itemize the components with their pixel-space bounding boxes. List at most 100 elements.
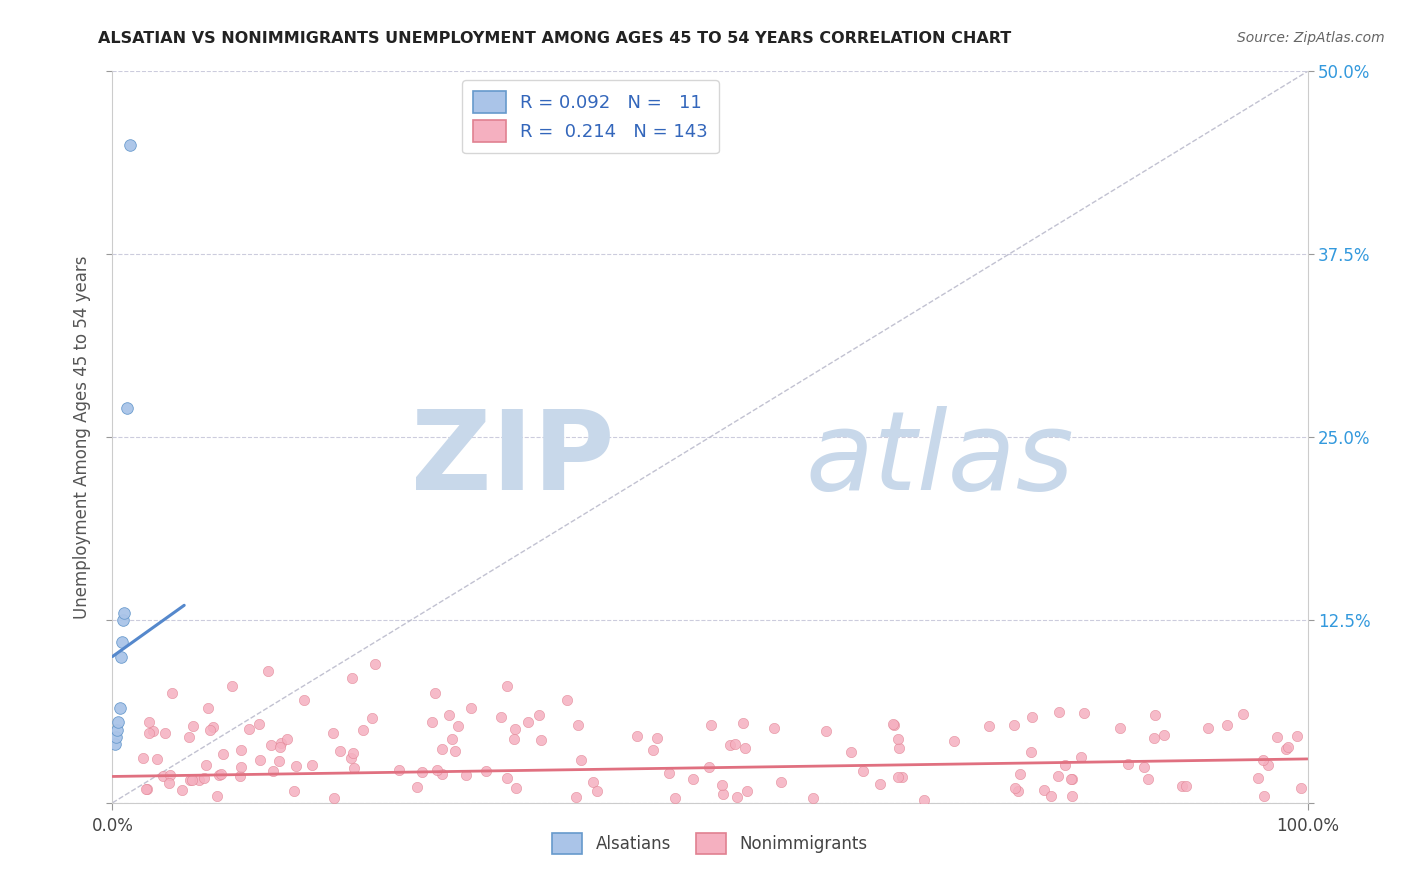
Point: [110, 649, 132, 664]
Point: [136, 782, 159, 797]
Point: [883, 718, 905, 732]
Point: [262, 764, 284, 779]
Point: [238, 722, 260, 736]
Point: [454, 768, 477, 782]
Point: [340, 750, 363, 764]
Point: [105, 723, 128, 737]
Point: [1133, 760, 1156, 774]
Point: [111, 635, 134, 649]
Point: [1032, 783, 1054, 797]
Point: [229, 743, 252, 757]
Point: [426, 763, 449, 777]
Point: [249, 753, 271, 767]
Legend: Alsatians, Nonimmigrants: Alsatians, Nonimmigrants: [546, 827, 875, 860]
Point: [430, 741, 453, 756]
Point: [516, 714, 538, 729]
Point: [1019, 745, 1042, 759]
Point: [489, 710, 512, 724]
Point: [447, 719, 470, 733]
Point: [107, 715, 129, 730]
Point: [108, 700, 131, 714]
Point: [105, 730, 128, 744]
Point: [1073, 706, 1095, 721]
Point: [187, 772, 209, 787]
Point: [1197, 721, 1219, 735]
Point: [503, 722, 526, 736]
Point: [1286, 730, 1309, 744]
Point: [725, 790, 748, 805]
Point: [887, 732, 910, 747]
Point: [229, 760, 252, 774]
Point: [142, 723, 165, 738]
Point: [135, 781, 157, 796]
Point: [942, 733, 965, 747]
Point: [1060, 772, 1083, 786]
Point: [323, 791, 346, 805]
Point: [1136, 772, 1159, 786]
Point: [115, 401, 138, 415]
Point: [1251, 753, 1274, 767]
Point: [208, 768, 231, 782]
Point: [1175, 779, 1198, 793]
Point: [138, 726, 160, 740]
Point: [645, 731, 668, 745]
Point: [172, 782, 194, 797]
Point: [1265, 730, 1288, 744]
Point: [1070, 750, 1092, 764]
Point: [912, 793, 935, 807]
Point: [1002, 718, 1025, 732]
Point: [890, 770, 912, 784]
Point: [181, 772, 204, 787]
Point: [977, 719, 1000, 733]
Point: [221, 679, 243, 693]
Point: [1053, 758, 1076, 772]
Point: [1007, 784, 1029, 798]
Point: [1232, 707, 1254, 722]
Point: [120, 137, 142, 152]
Point: [710, 778, 733, 792]
Point: [1247, 771, 1270, 785]
Point: [496, 679, 519, 693]
Point: [114, 606, 135, 620]
Text: ALSATIAN VS NONIMMIGRANTS UNEMPLOYMENT AMONG AGES 45 TO 54 YEARS CORRELATION CHA: ALSATIAN VS NONIMMIGRANTS UNEMPLOYMENT A…: [98, 31, 1012, 46]
Point: [801, 791, 824, 805]
Point: [711, 788, 734, 802]
Point: [682, 772, 704, 786]
Point: [177, 730, 200, 744]
Point: [361, 710, 384, 724]
Point: [1039, 789, 1062, 804]
Point: [460, 700, 482, 714]
Point: [815, 724, 838, 739]
Point: [269, 739, 291, 754]
Point: [209, 767, 232, 781]
Point: [1289, 780, 1312, 795]
Point: [440, 731, 463, 746]
Point: [502, 731, 524, 746]
Point: [159, 767, 181, 781]
Point: [301, 758, 323, 772]
Point: [555, 693, 578, 707]
Y-axis label: Unemployment Among Ages 45 to 54 years: Unemployment Among Ages 45 to 54 years: [73, 255, 91, 619]
Point: [270, 736, 292, 750]
Point: [157, 776, 180, 790]
Point: [212, 747, 235, 762]
Point: [626, 729, 648, 743]
Point: [112, 613, 135, 627]
Point: [432, 767, 454, 781]
Point: [731, 715, 754, 730]
Point: [179, 773, 201, 788]
Point: [329, 743, 352, 757]
Point: [152, 769, 174, 783]
Point: [887, 771, 910, 785]
Point: [565, 789, 588, 804]
Text: Source: ZipAtlas.com: Source: ZipAtlas.com: [1237, 31, 1385, 45]
Point: [406, 780, 429, 795]
Point: [529, 733, 551, 747]
Text: atlas: atlas: [806, 406, 1074, 513]
Point: [181, 719, 204, 733]
Point: [260, 738, 283, 752]
Point: [257, 664, 280, 678]
Point: [292, 693, 315, 707]
Point: [1060, 772, 1083, 787]
Point: [1047, 769, 1070, 783]
